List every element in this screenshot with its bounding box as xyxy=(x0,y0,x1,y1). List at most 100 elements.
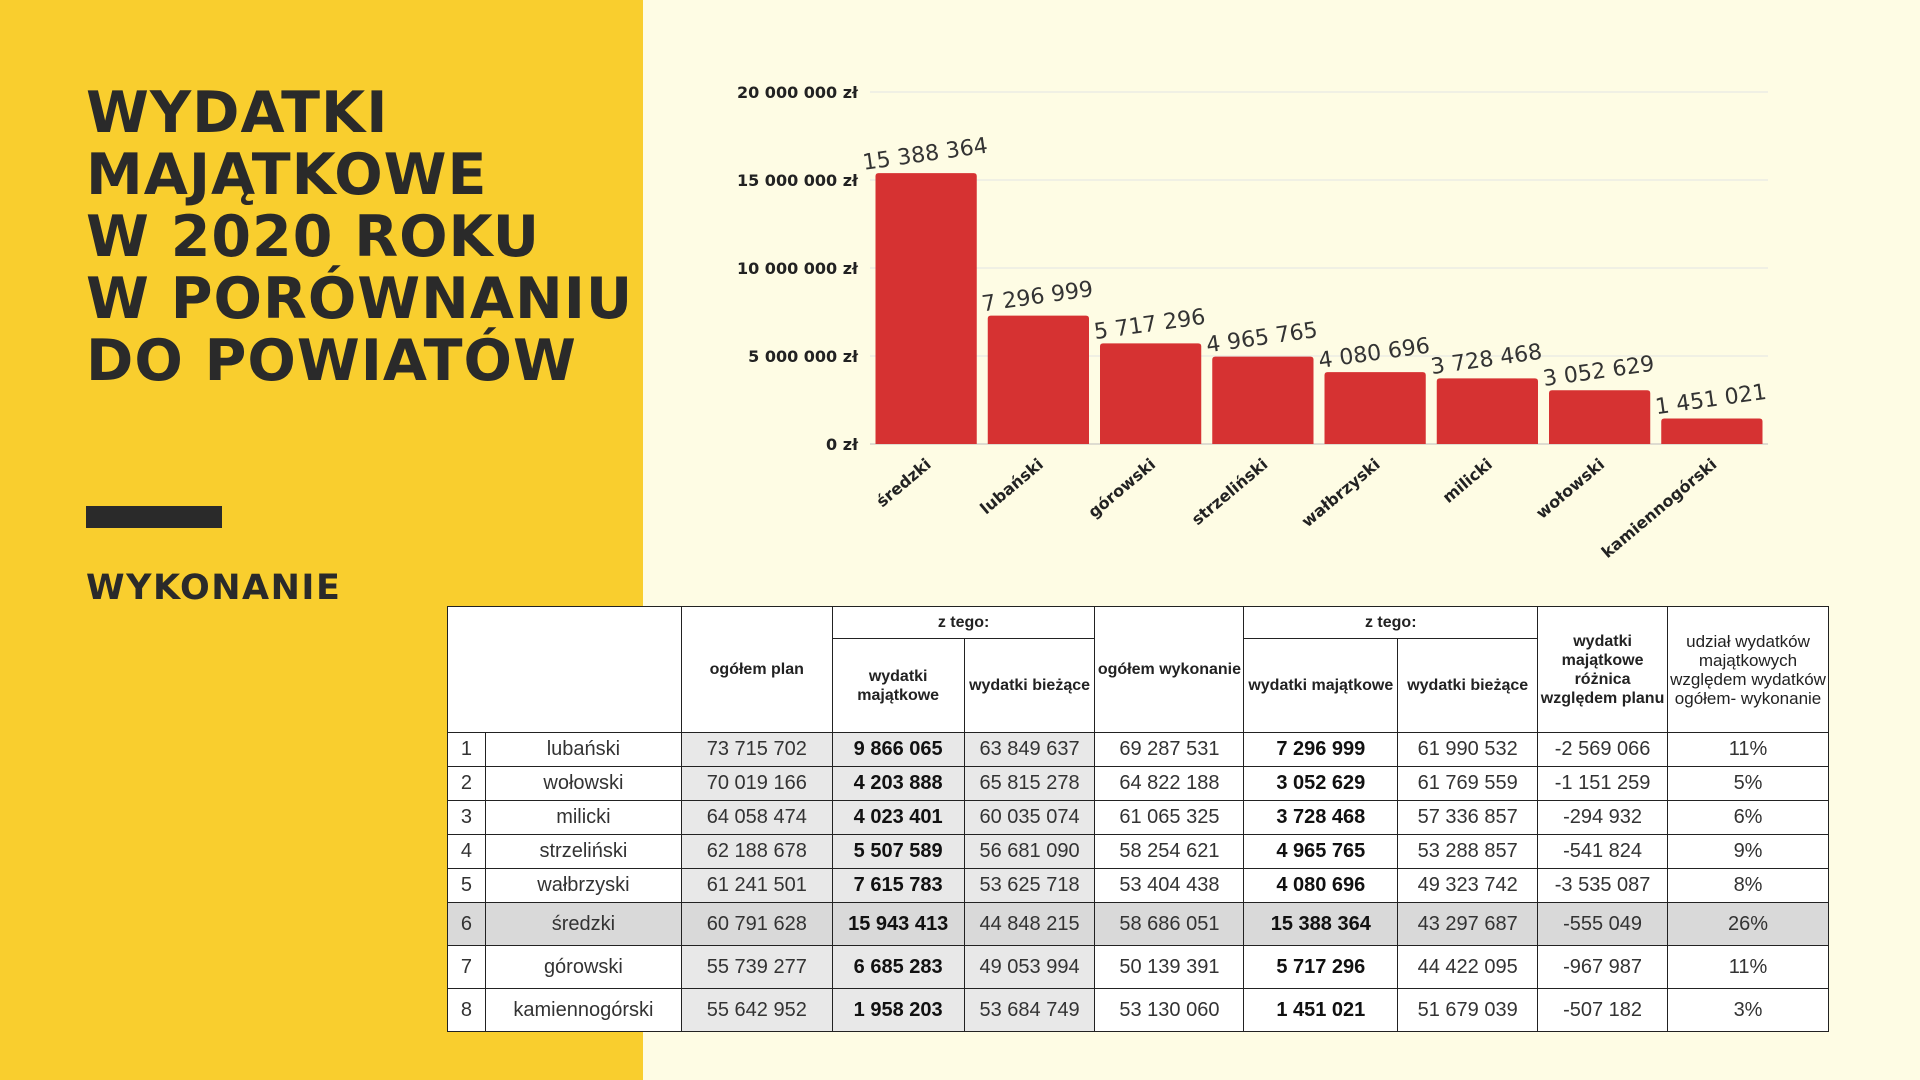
bar-value-label: 15 388 364 xyxy=(861,134,989,176)
diff-cell: -2 569 066 xyxy=(1537,732,1669,767)
exec-total-cell: 64 822 188 xyxy=(1094,766,1245,801)
bar xyxy=(1661,418,1763,444)
exec-biezace-cell: 61 769 559 xyxy=(1397,766,1539,801)
exec-majatkowe-cell: 4 080 696 xyxy=(1243,868,1399,903)
plan-majatkowe-cell: 1 958 203 xyxy=(831,988,965,1032)
share-cell: 26% xyxy=(1667,902,1829,946)
exec-total-cell: 58 686 051 xyxy=(1094,902,1245,946)
district-name: średzki xyxy=(484,902,682,946)
row-number: 7 xyxy=(447,945,486,989)
header-plan-majatkowe: wydatki majątkowe xyxy=(831,638,965,733)
exec-total-cell: 58 254 621 xyxy=(1094,834,1245,869)
header-exec-majatkowe: wydatki majątkowe xyxy=(1243,638,1399,733)
table-row: 1 lubański 73 715 702 9 866 065 63 849 6… xyxy=(447,732,1829,767)
bar-value-label: 3 052 629 xyxy=(1542,352,1656,392)
plan-majatkowe-cell: 5 507 589 xyxy=(831,834,965,869)
district-name: strzeliński xyxy=(484,834,682,869)
plan-total-cell: 55 642 952 xyxy=(680,988,833,1032)
left-panel: WYDATKI MAJĄTKOWE W 2020 ROKU W PORÓWNAN… xyxy=(0,0,643,1080)
title-line: W PORÓWNANIU xyxy=(86,266,634,332)
bar xyxy=(1436,378,1538,444)
bar-value-label: 3 728 468 xyxy=(1429,340,1543,380)
title-divider xyxy=(86,506,222,528)
share-cell: 9% xyxy=(1667,834,1829,869)
category-label: wołowski xyxy=(1532,455,1608,523)
diff-cell: -541 824 xyxy=(1537,834,1669,869)
exec-majatkowe-cell: 1 451 021 xyxy=(1243,988,1399,1032)
row-number: 5 xyxy=(447,868,486,903)
exec-majatkowe-cell: 7 296 999 xyxy=(1243,732,1399,767)
plan-total-cell: 70 019 166 xyxy=(680,766,833,801)
exec-biezace-cell: 51 679 039 xyxy=(1397,988,1539,1032)
bar xyxy=(1549,390,1651,444)
data-table: ogółem plan z tego: ogółem wykonanie z t… xyxy=(447,606,1829,1032)
title-line: MAJĄTKOWE xyxy=(86,142,488,208)
plan-total-cell: 73 715 702 xyxy=(680,732,833,767)
row-number: 3 xyxy=(447,800,486,835)
header-exec-total: ogółem wykonanie xyxy=(1094,606,1245,733)
category-label: lubański xyxy=(976,455,1047,519)
diff-cell: -1 151 259 xyxy=(1537,766,1669,801)
bar-value-label: 4 965 765 xyxy=(1205,318,1319,358)
plan-majatkowe-cell: 9 866 065 xyxy=(831,732,965,767)
title-line: DO POWIATÓW xyxy=(86,328,577,394)
table-row: 3 milicki 64 058 474 4 023 401 60 035 07… xyxy=(447,800,1829,835)
exec-biezace-cell: 57 336 857 xyxy=(1397,800,1539,835)
table-row: 5 wałbrzyski 61 241 501 7 615 783 53 625… xyxy=(447,868,1829,903)
exec-biezace-cell: 49 323 742 xyxy=(1397,868,1539,903)
plan-total-cell: 55 739 277 xyxy=(680,945,833,989)
share-cell: 8% xyxy=(1667,868,1829,903)
district-name: wałbrzyski xyxy=(484,868,682,903)
plan-majatkowe-cell: 15 943 413 xyxy=(831,902,965,946)
exec-total-cell: 53 404 438 xyxy=(1094,868,1245,903)
share-cell: 3% xyxy=(1667,988,1829,1032)
bar xyxy=(875,173,977,444)
table-row: 4 strzeliński 62 188 678 5 507 589 56 68… xyxy=(447,834,1829,869)
title-line: W 2020 ROKU xyxy=(86,204,541,270)
bar-value-label: 7 296 999 xyxy=(980,277,1094,317)
exec-total-cell: 53 130 060 xyxy=(1094,988,1245,1032)
plan-biezace-cell: 53 684 749 xyxy=(963,988,1096,1032)
plan-majatkowe-cell: 7 615 783 xyxy=(831,868,965,903)
exec-biezace-cell: 53 288 857 xyxy=(1397,834,1539,869)
table-row: 2 wołowski 70 019 166 4 203 888 65 815 2… xyxy=(447,766,1829,801)
category-label: strzeliński xyxy=(1188,455,1272,529)
page-title: WYDATKI MAJĄTKOWE W 2020 ROKU W PORÓWNAN… xyxy=(86,82,634,394)
plan-biezace-cell: 53 625 718 xyxy=(963,868,1096,903)
row-number: 6 xyxy=(447,902,486,946)
row-number: 8 xyxy=(447,988,486,1032)
exec-biezace-cell: 44 422 095 xyxy=(1397,945,1539,989)
y-tick-label: 20 000 000 zł xyxy=(737,83,859,102)
bar xyxy=(1100,343,1202,444)
diff-cell: -507 182 xyxy=(1537,988,1669,1032)
plan-total-cell: 64 058 474 xyxy=(680,800,833,835)
header-share: udział wydatków majątkowych względem wyd… xyxy=(1667,606,1829,733)
bar-value-label: 1 451 021 xyxy=(1654,380,1768,420)
category-label: kamiennogórski xyxy=(1598,455,1721,562)
header-plan-total: ogółem plan xyxy=(680,606,833,733)
plan-biezace-cell: 44 848 215 xyxy=(963,902,1096,946)
district-name: kamiennogórski xyxy=(484,988,682,1032)
row-number: 4 xyxy=(447,834,486,869)
exec-majatkowe-cell: 3 728 468 xyxy=(1243,800,1399,835)
exec-biezace-cell: 61 990 532 xyxy=(1397,732,1539,767)
bar xyxy=(987,315,1089,444)
district-name: lubański xyxy=(484,732,682,767)
exec-majatkowe-cell: 5 717 296 xyxy=(1243,945,1399,989)
plan-total-cell: 60 791 628 xyxy=(680,902,833,946)
diff-cell: -3 535 087 xyxy=(1537,868,1669,903)
plan-biezace-cell: 63 849 637 xyxy=(963,732,1096,767)
plan-majatkowe-cell: 4 023 401 xyxy=(831,800,965,835)
exec-biezace-cell: 43 297 687 xyxy=(1397,902,1539,946)
table-row: 7 górowski 55 739 277 6 685 283 49 053 9… xyxy=(447,945,1829,989)
district-name: wołowski xyxy=(484,766,682,801)
exec-total-cell: 50 139 391 xyxy=(1094,945,1245,989)
table-row: 8 kamiennogórski 55 642 952 1 958 203 53… xyxy=(447,988,1829,1032)
header-blank xyxy=(447,606,682,733)
plan-majatkowe-cell: 4 203 888 xyxy=(831,766,965,801)
plan-total-cell: 61 241 501 xyxy=(680,868,833,903)
plan-majatkowe-cell: 6 685 283 xyxy=(831,945,965,989)
share-cell: 11% xyxy=(1667,945,1829,989)
district-name: górowski xyxy=(484,945,682,989)
diff-cell: -294 932 xyxy=(1537,800,1669,835)
